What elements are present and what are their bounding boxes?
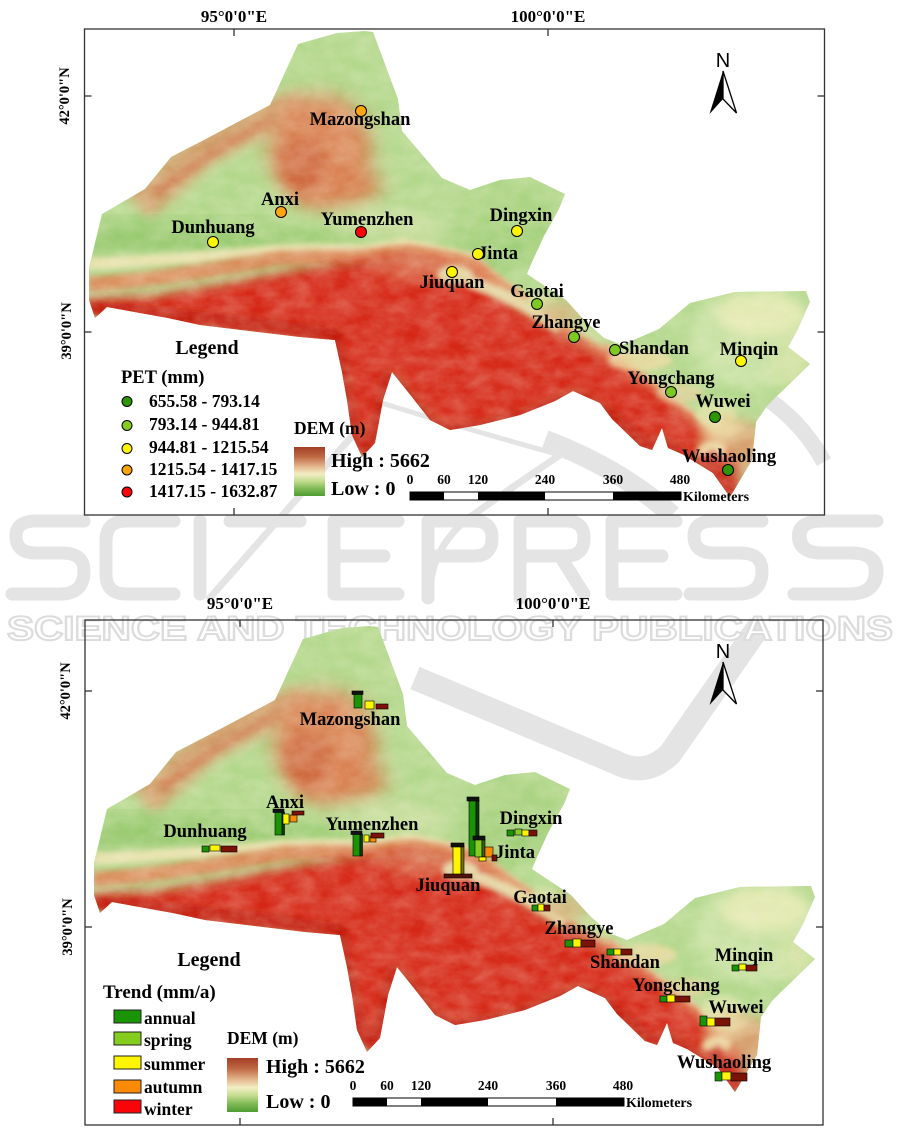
svg-text:Trend (mm/a): Trend (mm/a) (103, 982, 216, 1003)
svg-text:Gaotai: Gaotai (513, 888, 566, 908)
svg-text:summer: summer (144, 1054, 205, 1074)
svg-text:PET (mm): PET (mm) (121, 368, 204, 388)
svg-text:Dunhuang: Dunhuang (171, 218, 255, 238)
svg-text:Jiuquan: Jiuquan (420, 273, 486, 293)
svg-text:Legend: Legend (177, 949, 240, 971)
svg-text:100°0'0"E: 100°0'0"E (516, 594, 591, 613)
svg-text:DEM (m): DEM (m) (294, 418, 366, 438)
svg-text:Anxi: Anxi (266, 793, 304, 813)
svg-text:winter: winter (144, 1099, 193, 1119)
svg-text:39°0'0"N: 39°0'0"N (59, 302, 75, 360)
svg-text:Yumenzhen: Yumenzhen (321, 210, 415, 230)
svg-text:Zhangye: Zhangye (532, 313, 601, 333)
svg-text:spring: spring (144, 1030, 192, 1050)
svg-text:42°0'0"N: 42°0'0"N (58, 662, 74, 720)
svg-text:100°0'0"E: 100°0'0"E (511, 7, 586, 26)
svg-text:Minqin: Minqin (720, 340, 779, 360)
svg-text:Wushaoling: Wushaoling (682, 447, 777, 467)
svg-text:Jinta: Jinta (478, 244, 518, 264)
svg-text:42°0'0"N: 42°0'0"N (57, 67, 73, 125)
svg-text:Shandan: Shandan (619, 339, 690, 359)
svg-text:Yongchang: Yongchang (627, 369, 715, 389)
svg-text:autumn: autumn (144, 1077, 203, 1097)
svg-text:Minqin: Minqin (715, 946, 774, 966)
svg-text:Dingxin: Dingxin (500, 809, 563, 829)
svg-text:Jiuquan: Jiuquan (416, 876, 482, 896)
svg-text:944.81 - 1215.54: 944.81 - 1215.54 (149, 437, 269, 457)
svg-text:Mazongshan: Mazongshan (310, 110, 411, 130)
svg-text:Jinta: Jinta (495, 843, 535, 863)
svg-text:SCIENCE AND TECHNOLOGY PUBLICA: SCIENCE AND TECHNOLOGY PUBLICATIONS (7, 610, 893, 648)
svg-text:High : 5662: High : 5662 (266, 1056, 365, 1078)
svg-text:39°0'0"N: 39°0'0"N (60, 898, 76, 956)
svg-text:Wushaoling: Wushaoling (677, 1053, 772, 1073)
svg-text:Dingxin: Dingxin (490, 206, 553, 226)
svg-text:95°0'0"E: 95°0'0"E (201, 7, 267, 26)
svg-text:Mazongshan: Mazongshan (300, 710, 401, 730)
svg-text:Shandan: Shandan (590, 953, 661, 973)
svg-text:Zhangye: Zhangye (545, 919, 614, 939)
svg-text:Anxi: Anxi (261, 190, 299, 210)
svg-text:655.58 - 793.14: 655.58 - 793.14 (149, 391, 260, 411)
svg-text:DEM (m): DEM (m) (227, 1028, 299, 1048)
svg-text:Wuwei: Wuwei (708, 998, 763, 1018)
svg-text:annual: annual (144, 1008, 196, 1028)
svg-text:Legend: Legend (175, 337, 238, 359)
svg-text:Yongchang: Yongchang (632, 976, 720, 996)
svg-text:Dunhuang: Dunhuang (163, 822, 247, 842)
svg-text:High : 5662: High : 5662 (331, 450, 430, 472)
svg-text:95°0'0"E: 95°0'0"E (207, 594, 273, 613)
svg-text:Low : 0: Low : 0 (266, 1091, 330, 1113)
svg-text:Yumenzhen: Yumenzhen (326, 815, 420, 835)
svg-text:Gaotai: Gaotai (510, 282, 563, 302)
svg-text:1417.15 - 1632.87: 1417.15 - 1632.87 (149, 481, 278, 501)
svg-text:793.14 - 944.81: 793.14 - 944.81 (149, 414, 260, 434)
svg-text:Wuwei: Wuwei (695, 392, 750, 412)
svg-text:Low : 0: Low : 0 (331, 478, 395, 500)
svg-text:1215.54 - 1417.15: 1215.54 - 1417.15 (149, 459, 278, 479)
